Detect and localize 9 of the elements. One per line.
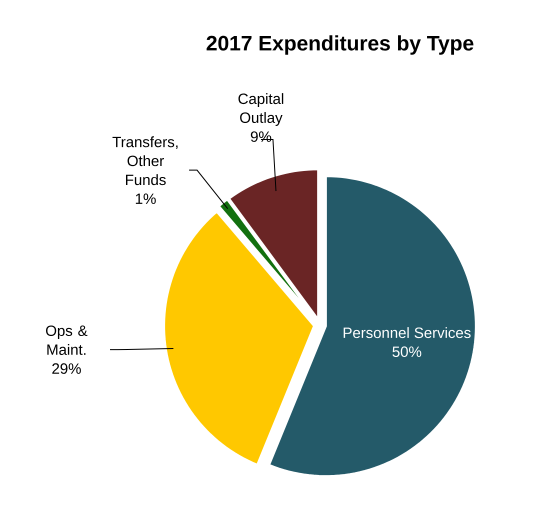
data-label: 50% <box>392 346 422 358</box>
data-label: 1% <box>136 194 156 204</box>
slice-label: Transfers, Other Funds <box>112 136 178 186</box>
chart-title: 2017 Expenditures by Type <box>206 35 474 55</box>
data-label: 29% <box>52 363 81 374</box>
data-label: 9% <box>250 131 272 142</box>
slice-label: Ops & Maint. <box>46 325 88 355</box>
slice-label: Capital Outlay <box>238 93 284 126</box>
slice-label: Personnel Services <box>344 327 471 338</box>
